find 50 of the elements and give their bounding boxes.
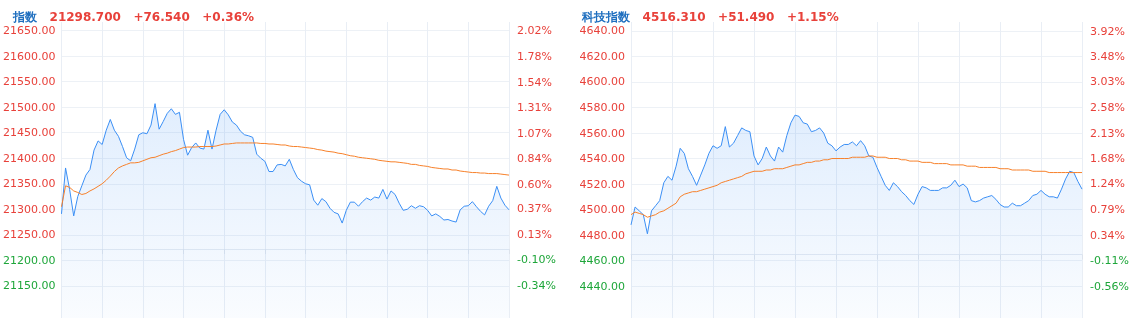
- y-tick-label: 4560.00: [579, 126, 625, 140]
- y2-tick-label: 0.13%: [517, 228, 552, 242]
- y-tick-label: 21650.00: [2, 24, 56, 38]
- y-tick-label: 4520.00: [579, 177, 625, 191]
- y2-tick-label: 2.58%: [1090, 100, 1125, 114]
- y2-tick-label: 3.48%: [1090, 49, 1125, 63]
- y2-tick-label: 1.07%: [517, 126, 552, 140]
- y-tick-label: 21450.00: [2, 126, 56, 140]
- y-tick-label: 4600.00: [579, 75, 625, 89]
- y-tick-label: 21150.00: [2, 279, 56, 293]
- y-tick-label: 21300.00: [2, 202, 56, 216]
- y-tick-label: 21500.00: [2, 100, 56, 114]
- y2-tick-label: 3.92%: [1090, 24, 1125, 38]
- y-tick-label: 4580.00: [579, 100, 625, 114]
- y-tick-label: 21200.00: [2, 253, 56, 267]
- chart-title: 指数: [12, 10, 38, 24]
- y2-tick-label: 1.54%: [517, 75, 552, 89]
- y2-tick-label: 0.84%: [517, 151, 552, 165]
- y-tick-label: 21400.00: [2, 151, 56, 165]
- y-tick-label: 4540.00: [579, 152, 625, 166]
- y2-tick-label: 1.68%: [1090, 152, 1125, 166]
- y-tick-label: 4500.00: [579, 203, 625, 217]
- y2-tick-label: 0.37%: [517, 202, 552, 216]
- y2-tick-label: 1.31%: [517, 100, 552, 114]
- y2-tick-label: 0.34%: [1090, 228, 1125, 242]
- y2-tick-label: -0.56%: [1090, 279, 1129, 293]
- chart-title: 科技指数: [581, 10, 631, 24]
- chart-subtitle: 4516.310 +51.490 +1.15%: [642, 10, 839, 24]
- y2-tick-label: 0.60%: [517, 177, 552, 191]
- y2-tick-label: 1.78%: [517, 49, 552, 63]
- y2-tick-label: 2.02%: [517, 23, 552, 37]
- y-tick-label: 21600.00: [2, 49, 56, 63]
- y-tick-label: 21550.00: [2, 75, 56, 89]
- y-tick-label: 4620.00: [579, 49, 625, 63]
- y2-tick-label: -0.11%: [1090, 254, 1129, 268]
- y-tick-label: 4440.00: [579, 279, 625, 293]
- chart-subtitle: 21298.700 +76.540 +0.36%: [49, 10, 254, 24]
- y-tick-label: 4640.00: [579, 24, 625, 38]
- y-tick-label: 4460.00: [579, 254, 625, 268]
- y-tick-label: 21350.00: [2, 177, 56, 191]
- y2-tick-label: 1.24%: [1090, 177, 1125, 191]
- line-series: [630, 155, 1083, 218]
- y-tick-label: 21250.00: [2, 228, 56, 242]
- y2-tick-label: -0.34%: [517, 279, 556, 293]
- y2-tick-label: 0.79%: [1090, 202, 1125, 216]
- y2-tick-label: 3.03%: [1090, 75, 1125, 89]
- y2-tick-label: -0.10%: [517, 253, 556, 267]
- y-tick-label: 4480.00: [579, 228, 625, 242]
- line-series: [60, 142, 510, 208]
- y2-tick-label: 2.13%: [1090, 126, 1125, 140]
